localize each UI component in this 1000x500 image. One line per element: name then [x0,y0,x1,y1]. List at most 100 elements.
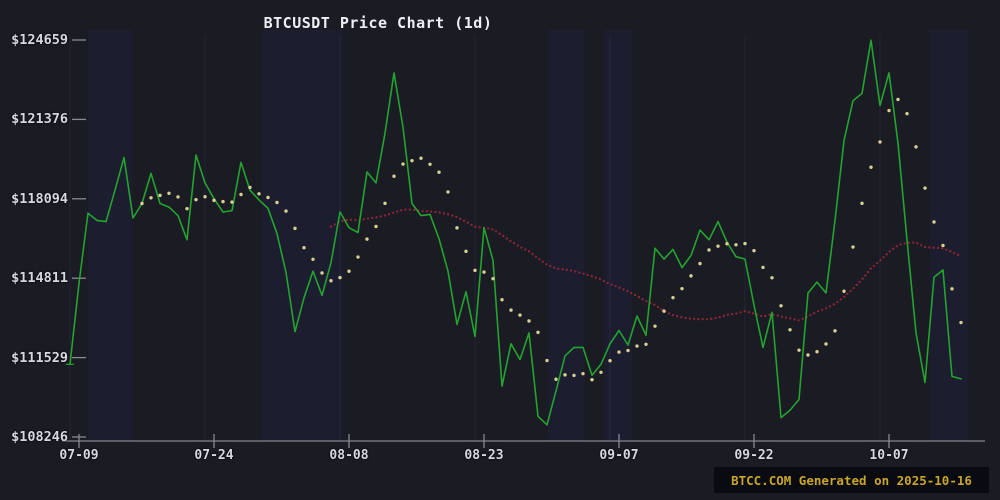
ma30-dot [396,210,399,213]
ma30-dot [434,210,437,214]
ma30-dot [590,275,593,278]
ma30-dot [478,226,481,229]
ma30-dot [455,215,458,219]
ma30-dot [852,286,855,290]
ma30-dot [731,313,734,316]
ma30-dot [801,317,804,320]
ma30-dot [462,219,466,222]
ma30-dot [645,300,648,303]
ma30-dot [574,270,577,273]
ma30-dot [820,308,824,311]
y-axis-label: $111529 [11,349,68,366]
ma7-dot [608,359,612,363]
x-axis-label: 08-08 [329,448,369,463]
ma7-dot [563,373,567,377]
ma7-dot [815,350,819,354]
ma30-dot [692,317,696,320]
ma7-dot [806,353,810,357]
ma7-dot [419,156,423,160]
ma30-dot [578,271,581,274]
ma30-dot [404,208,407,211]
ma30-dot [688,317,691,320]
ma7-dot [626,348,630,353]
ma7-dot [230,200,234,204]
ma30-dot [400,209,403,212]
ma7-dot [212,198,216,203]
ma7-dot [590,378,594,382]
ma7-dot [869,165,873,169]
background-band [930,30,968,441]
ma7-dot [824,342,828,346]
ma30-dot [705,318,709,321]
ma7-dot [662,309,666,313]
ma7-dot [401,162,405,166]
y-axis-label: $108246 [11,429,68,445]
ma7-dot [365,237,369,241]
ma30-dot [531,252,534,256]
ma30-dot [538,258,541,261]
ma30-dot [858,280,861,283]
y-axis-label: $124659 [11,32,68,48]
ma30-dot [701,318,704,321]
ma7-dot [653,324,657,328]
ma30-dot [797,319,800,322]
ma30-dot [953,251,956,255]
ma7-dot [878,140,882,144]
ma7-dot [275,200,279,205]
background-band [262,30,342,441]
ma30-dot [907,241,911,244]
ma30-dot [362,218,365,221]
x-axis-label: 09-22 [734,448,774,463]
ma30-dot [375,216,378,219]
ma7-dot [950,287,954,291]
ma7-dot [284,209,288,213]
ma7-dot [311,257,315,261]
ma30-dot [828,305,832,308]
ma30-dot [718,315,721,319]
ma30-dot [824,307,828,310]
ma30-dot [923,245,927,249]
ma30-dot [876,261,879,265]
ma30-dot [345,218,348,222]
ma7-dot [941,243,945,248]
ma30-dot [776,314,779,317]
ma7-dot [734,243,738,247]
ma30-dot [586,273,589,277]
ma30-dot [459,217,462,220]
ma30-dot [920,244,923,247]
ma30-dot [637,295,641,299]
ma30-dot [667,312,671,315]
ma30-dot [671,314,675,317]
ma30-dot [735,312,738,315]
ma7-dot [851,245,855,249]
x-axis-label: 07-24 [194,448,234,463]
ma30-dot [524,248,527,251]
background-band [88,30,132,441]
ma30-dot [768,313,771,316]
ma30-dot [743,310,746,313]
ma7-dot [248,185,252,190]
ma7-dot [545,358,549,363]
ma30-dot [956,253,960,256]
ma30-dot [466,221,469,224]
ma30-dot [866,270,870,274]
y-axis-label: $114811 [11,270,68,287]
ma30-dot [349,218,353,221]
ma30-dot [885,253,888,256]
ma30-dot [751,312,755,315]
ma30-dot [630,291,633,295]
ma7-dot [464,249,468,254]
ma30-dot [684,316,687,320]
ma30-dot [739,311,742,314]
ma30-dot [641,298,644,301]
ma30-dot [872,264,876,268]
ma7-dot [707,248,711,252]
ma7-dot [536,330,540,335]
price-line [69,39,962,426]
x-axis-label: 08-23 [464,448,504,463]
ma7-dot [914,145,918,149]
ma7-dot [779,304,783,308]
ma30-dot [680,316,683,319]
ma30-dot [425,210,429,213]
ma7-dot [167,191,171,195]
